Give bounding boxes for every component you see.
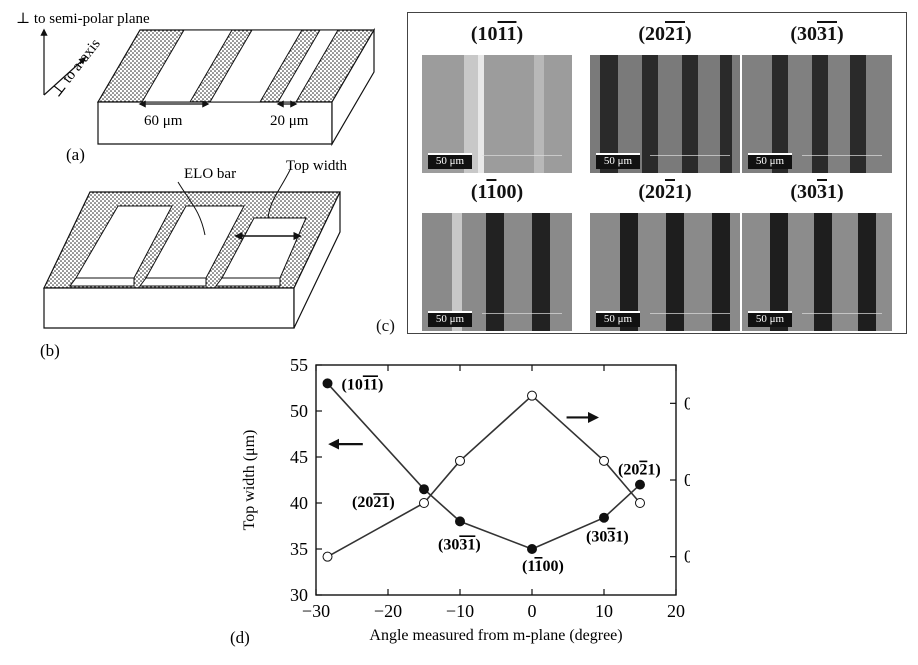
sem-stripe [642,55,658,173]
semi-polar-axis-label: ⊥ to semi-polar plane [16,11,150,27]
y-left-tick-label: 30 [290,585,308,605]
sem-stripe [532,213,550,331]
sem-stripe [464,55,478,173]
top-width-point [419,484,429,495]
y-left-tick-label: 45 [290,447,308,467]
growth-ratio-point [419,498,429,508]
point-label: (3031) [586,529,629,546]
sem-stripe [814,213,832,331]
sem-measure-line [482,313,562,314]
sem-image: 50 μm [422,55,572,173]
y-left-tick-label: 50 [290,401,308,421]
elo-bar-label: ELO bar [184,166,236,182]
sem-image: 50 μm [590,55,740,173]
panel-a: ⊥ to semi-polar plane ⊥ to a-axis 60 μm … [16,11,376,164]
elo-bar-pointer [177,181,206,236]
x-tick-label: −20 [374,601,402,621]
panel-c-label: (c) [376,316,395,335]
sem-scale-bar: 50 μm [748,311,792,327]
x-tick-label: 0 [528,601,537,621]
x-tick-label: −30 [302,601,330,621]
sem-stripe [620,213,638,331]
sem-measure-line [802,155,882,156]
growth-ratio-point [599,455,609,466]
x-tick-label: 10 [595,601,613,621]
sem-title: (2021) [638,23,692,45]
panel-a-label: (a) [66,145,85,164]
y-left-tick-label: 40 [290,493,308,513]
y-right-tick-label: 0.4 [684,470,690,490]
sem-stripe [486,213,504,331]
sem-stripe [452,213,462,331]
x-tick-label: 20 [667,601,685,621]
growth-ratio-point [527,390,537,401]
top-width-point [635,479,645,490]
a-axis-label: ⊥ to a-axis [49,36,104,100]
sem-title: (1100) [470,181,524,203]
x-axis-label: Angle measured from m-plane (degree) [369,627,622,644]
sem-scale-bar: 50 μm [428,311,472,327]
sem-stripe [772,55,788,173]
sem-stripe [712,213,730,331]
sem-scale-bar: 50 μm [596,153,640,169]
sem-measure-line [482,155,562,156]
panel-b-label: (b) [40,341,60,360]
sem-measure-line [650,155,730,156]
sem-title: (3031) [790,181,844,203]
sem-stripe [600,55,618,173]
panel-b: ELO bar Top width (b) [40,160,348,360]
top-width-point [599,512,609,523]
point-label: (2021) [352,494,395,511]
sem-title: (1011) [470,23,524,45]
sem-scale-bar: 50 μm [596,311,640,327]
point-label: (1100) [522,558,564,575]
top-width-line [326,382,641,550]
sem-stripe [858,213,876,331]
panel-c: (1011) 50 μm (2021) 50 μm (3031) 50 μm (1100) 5… [407,12,907,334]
stripe-window [209,29,303,103]
y-right-tick-label: 0.6 [684,393,690,413]
sem-stripe [478,55,484,173]
x-tick-label: −10 [446,601,474,621]
sem-image: 50 μm [590,213,740,331]
dim-60-label: 60 μm [144,113,183,129]
sem-image: 50 μm [422,213,572,331]
sem-scale-bar: 50 μm [748,153,792,169]
sem-title: (3031) [790,23,844,45]
sem-measure-line [802,313,882,314]
y-left-axis-label: Top width (μm) [241,430,258,531]
growth-ratio-line [327,394,641,558]
y-left-tick-label: 35 [290,539,308,559]
top-width-pointer [267,169,291,219]
sem-stripe [770,213,788,331]
sem-stripe [850,55,866,173]
sem-image: 50 μm [742,213,892,331]
panel-d-label: (d) [230,628,250,647]
top-width-label: Top width [286,160,348,174]
top-width-point [322,378,333,389]
sem-stripe [720,55,732,173]
sem-stripe [812,55,828,173]
top-width-point [527,544,537,554]
point-label: (1011) [342,376,384,393]
sem-measure-line [650,313,730,314]
sem-scale-bar: 50 μm [428,153,472,169]
plot-frame [315,364,677,596]
sem-stripe [666,213,684,331]
growth-ratio-point [322,551,333,562]
a-axis-arrow [43,57,87,96]
panel-d-chart: −30 −20 −10 0 10 20 30 35 40 45 50 55 0.2 0.4 0.6 Angle… [230,355,690,647]
growth-ratio-point [635,498,645,508]
sem-stripe [682,55,698,173]
growth-ratio-point [455,455,465,466]
sem-stripe [534,55,544,173]
point-label: (3031) [438,536,481,553]
point-label: (2021) [618,462,661,479]
y-right-tick-label: 0.2 [684,547,690,567]
top-width-point [455,516,465,527]
y-left-tick-label: 55 [290,355,308,375]
sem-title: (2021) [638,181,692,203]
dim-20-label: 20 μm [270,113,309,129]
sem-image: 50 μm [742,55,892,173]
